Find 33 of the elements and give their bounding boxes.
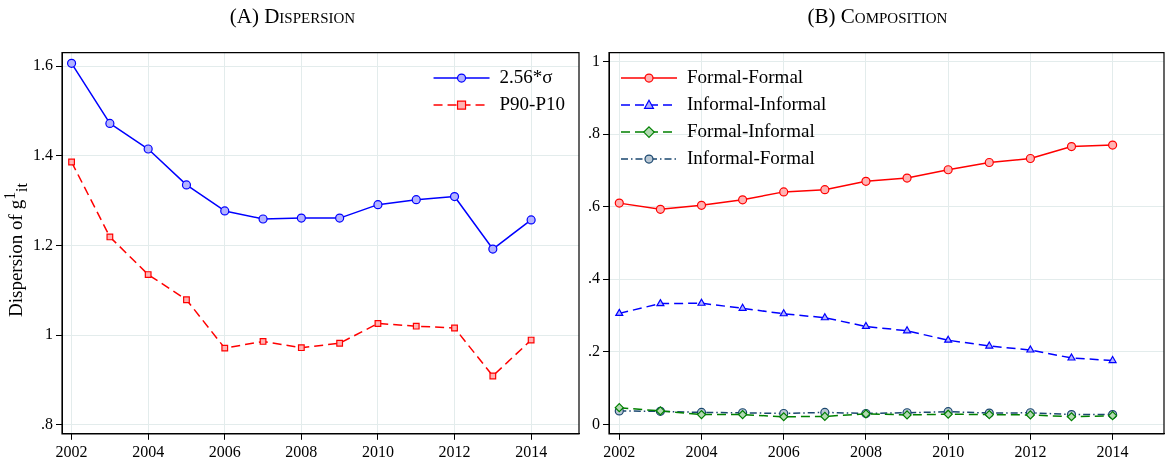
chart-title: (A) Dispersion (228, 4, 357, 29)
x-tick-label: 2014 (515, 442, 548, 460)
x-tick-label: 2006 (208, 442, 241, 460)
legend-label: Informal-Informal (687, 93, 827, 115)
legend-label: Formal-Informal (687, 120, 815, 142)
y-tick-label: 1.2 (33, 235, 53, 253)
y-tick-label: .4 (588, 269, 600, 287)
y-tick-label: 1.6 (33, 56, 53, 74)
x-tick-label: 2012 (438, 442, 471, 460)
legend-label: 2.56*σ (499, 66, 553, 88)
x-tick-label: 2014 (1096, 442, 1129, 460)
y-tick-label: .8 (41, 415, 53, 433)
y-tick-label: 1.4 (33, 145, 53, 163)
y-tick-label: 0 (592, 414, 600, 432)
chart-title: (B) Composition (806, 4, 949, 29)
x-tick-label: 2012 (1014, 442, 1047, 460)
y-tick-label: .8 (588, 124, 600, 142)
legend-label: Informal-Formal (687, 147, 815, 169)
y-tick-label: 1 (592, 51, 600, 69)
x-tick-label: 2004 (685, 442, 718, 460)
y-tick-label: .6 (588, 196, 600, 214)
x-tick-label: 2010 (932, 442, 965, 460)
x-tick-label: 2008 (285, 442, 318, 460)
x-tick-label: 2010 (361, 442, 394, 460)
x-tick-label: 2002 (55, 442, 88, 460)
x-tick-label: 2004 (132, 442, 165, 460)
x-tick-label: 2006 (767, 442, 800, 460)
x-tick-label: 2002 (603, 442, 636, 460)
y-tick-label: 1 (45, 325, 53, 343)
x-tick-label: 2008 (849, 442, 882, 460)
legend-label: P90-P10 (499, 93, 566, 115)
y-tick-label: .2 (588, 342, 600, 360)
legend-label: Formal-Formal (687, 66, 804, 88)
